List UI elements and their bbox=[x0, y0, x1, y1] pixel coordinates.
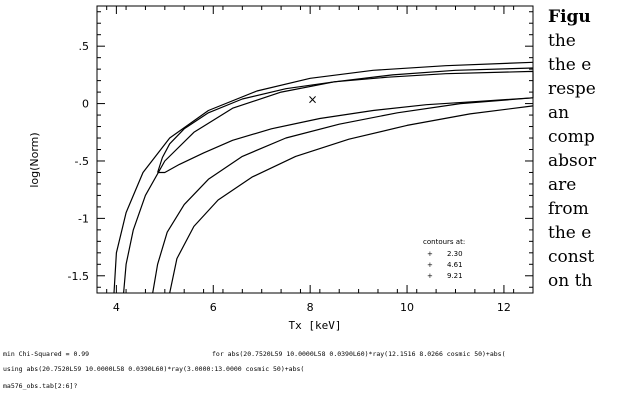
y-tick-label: -1 bbox=[78, 212, 89, 225]
caption-line: respe bbox=[548, 79, 596, 99]
fit-model-line: for abs(20.7520L59 10.0000L58 0.0390L60)… bbox=[212, 350, 506, 358]
legend-marker: + bbox=[427, 272, 433, 280]
y-tick-label: -.5 bbox=[75, 155, 89, 168]
legend-level-label: 9.21 bbox=[447, 272, 463, 280]
figure-caption-fragment: Figu the the e respe an comp absor are from the e… bbox=[548, 7, 597, 291]
contour-9.21-outer-branch bbox=[113, 61, 534, 294]
caption-line: the e bbox=[548, 55, 591, 75]
contour-plot: 4 6 8 10 12 .5 0 -.5 -1 -1.5 × contours at: +2.30… bbox=[28, 5, 534, 332]
legend-title: contours at: bbox=[423, 238, 465, 246]
data-file-line: ma576_obs.tab[2:6]? bbox=[3, 382, 77, 390]
caption-line: absor bbox=[548, 151, 597, 171]
x-tick-label: 12 bbox=[497, 301, 511, 314]
x-axis-label: Tx [keV] bbox=[289, 319, 342, 332]
legend-level-label: 2.30 bbox=[447, 250, 463, 258]
caption-line: an bbox=[548, 103, 569, 123]
using-model-line: using abs(20.7520L59 10.0000L58 0.0390L6… bbox=[3, 365, 304, 373]
y-axis-label: log(Norm) bbox=[28, 132, 41, 187]
y-tick-label: -1.5 bbox=[68, 270, 89, 283]
x-tick-label: 6 bbox=[210, 301, 217, 314]
contour-9.21-inner-branch bbox=[169, 105, 534, 294]
contour-4.61-outer-branch bbox=[123, 67, 534, 294]
x-tick-label: 4 bbox=[113, 301, 120, 314]
legend-marker: + bbox=[427, 250, 433, 258]
caption-line: Figu bbox=[548, 7, 591, 27]
caption-line: comp bbox=[548, 127, 595, 147]
caption-line: the bbox=[548, 31, 576, 51]
axis-ticks: 4 6 8 10 12 .5 0 -.5 -1 -1.5 bbox=[68, 6, 533, 314]
legend-marker: + bbox=[427, 261, 433, 269]
caption-line: the e bbox=[548, 223, 591, 243]
contour-2.30-line bbox=[157, 70, 534, 174]
chi-squared-line: min Chi-Squared = 0.99 bbox=[3, 350, 89, 358]
x-tick-label: 8 bbox=[307, 301, 314, 314]
caption-line: const bbox=[548, 247, 594, 267]
contour-lines bbox=[113, 61, 534, 294]
y-tick-label: 0 bbox=[82, 98, 89, 111]
best-fit-marker: × bbox=[308, 93, 318, 107]
caption-line: are bbox=[548, 175, 576, 195]
contour-4.61-inner-branch bbox=[152, 97, 534, 294]
caption-line: on th bbox=[548, 271, 592, 291]
caption-line: from bbox=[548, 199, 589, 219]
y-tick-label: .5 bbox=[79, 40, 90, 53]
x-tick-label: 10 bbox=[400, 301, 414, 314]
contour-legend: contours at: +2.30 + 4.61 + 9.21 bbox=[423, 238, 465, 280]
legend-level-label: 4.61 bbox=[447, 261, 463, 269]
fit-info-footer: min Chi-Squared = 0.99 for abs(20.7520L5… bbox=[3, 350, 506, 390]
best-fit-group: × bbox=[308, 93, 318, 107]
